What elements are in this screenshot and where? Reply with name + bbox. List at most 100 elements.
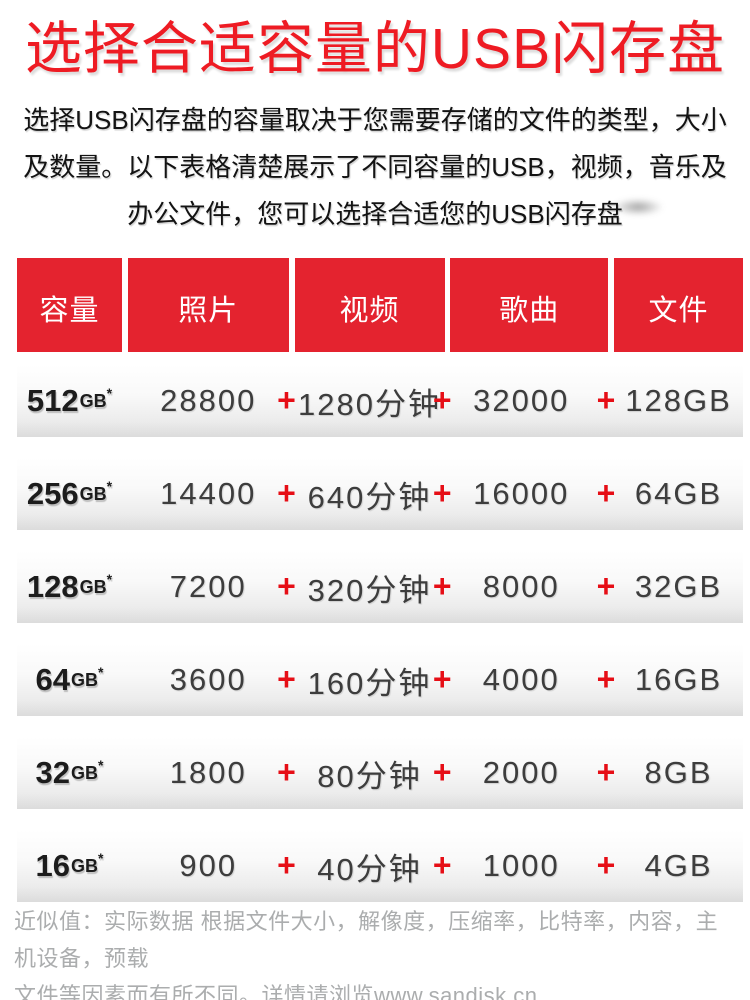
- files-cell: +32GB: [597, 551, 743, 623]
- video-cell: +320分钟: [277, 551, 445, 623]
- table-row: 256 GB * 14400 +640分钟 +16000 +64GB: [17, 458, 743, 530]
- plus-sign: +: [596, 753, 616, 790]
- files-value: 16GB: [634, 662, 723, 697]
- photos-value: 7200: [169, 569, 247, 604]
- intro-line-1: 选择USB闪存盘的容量取决于您需要存储的文件的类型，大小: [23, 105, 727, 135]
- files-value: 32GB: [634, 569, 723, 604]
- capacity-number: 16: [35, 848, 71, 883]
- plus-sign: +: [277, 567, 296, 604]
- header-photos: 照片: [127, 258, 289, 352]
- plus-sign: +: [432, 567, 452, 604]
- songs-cell: +1000: [433, 830, 608, 902]
- files-value: 4GB: [644, 848, 713, 883]
- capacity-cell: 256 GB *: [17, 458, 122, 530]
- header-files: 文件: [614, 258, 743, 352]
- capacity-cell: 128 GB *: [17, 551, 122, 623]
- photos-value: 1800: [169, 755, 247, 790]
- capacity-unit: GB: [71, 762, 99, 783]
- songs-value: 32000: [473, 383, 570, 418]
- songs-value: 4000: [482, 662, 560, 697]
- capacity-asterisk: *: [98, 757, 104, 773]
- plus-sign: +: [596, 381, 616, 418]
- capacity-cell: 64 GB *: [17, 644, 122, 716]
- video-cell: +80分钟: [277, 737, 445, 809]
- capacity-number: 64: [35, 662, 71, 697]
- video-value: 160分钟: [307, 665, 432, 701]
- files-value: 64GB: [634, 476, 723, 511]
- songs-value: 16000: [473, 476, 570, 511]
- photos-value: 28800: [160, 383, 257, 418]
- songs-value: 1000: [482, 848, 560, 883]
- capacity-cell: 512 GB *: [17, 365, 122, 437]
- video-value: 40分钟: [317, 851, 422, 887]
- table-header-row: 容量 照片 视频 歌曲 文件: [17, 258, 743, 352]
- plus-sign: +: [596, 474, 616, 511]
- capacity-unit: GB: [79, 483, 107, 504]
- files-value: 8GB: [644, 755, 713, 790]
- files-cell: +128GB: [597, 365, 743, 437]
- plus-sign: +: [277, 474, 296, 511]
- plus-sign: +: [277, 381, 296, 418]
- capacity-asterisk: *: [106, 571, 113, 587]
- capacity-cell: 16 GB *: [17, 830, 122, 902]
- songs-cell: +2000: [433, 737, 608, 809]
- songs-cell: +8000: [433, 551, 608, 623]
- plus-sign: +: [277, 753, 296, 790]
- plus-sign: +: [277, 660, 296, 697]
- video-cell: +40分钟: [277, 830, 445, 902]
- capacity-unit: GB: [71, 855, 99, 876]
- footnote-line-2: 文件等因素而有所不同。详情请浏览www.sandisk.cn: [14, 983, 538, 1000]
- video-value: 320分钟: [307, 572, 432, 608]
- plus-sign: +: [432, 660, 452, 697]
- page-title: 选择合适容量的USB闪存盘: [24, 17, 726, 81]
- shadow-artifact: [608, 197, 668, 217]
- table-row: 32 GB * 1800 +80分钟 +2000 +8GB: [17, 737, 743, 809]
- header-capacity: 容量: [17, 258, 122, 352]
- capacity-unit: GB: [79, 576, 107, 597]
- capacity-unit: GB: [79, 390, 107, 411]
- video-cell: +640分钟: [277, 458, 445, 530]
- video-value: 80分钟: [317, 758, 422, 794]
- plus-sign: +: [432, 753, 452, 790]
- files-cell: +16GB: [597, 644, 743, 716]
- capacity-asterisk: *: [98, 850, 104, 866]
- footnote: 近似值：实际数据 根据文件大小，解像度，压缩率，比特率，内容，主机设备，预载 文…: [14, 903, 738, 1000]
- files-value: 128GB: [625, 383, 732, 418]
- video-value: 1280分钟: [298, 386, 441, 422]
- capacity-number: 256: [26, 476, 79, 511]
- footnote-line-1: 近似值：实际数据 根据文件大小，解像度，压缩率，比特率，内容，主机设备，预载: [14, 909, 719, 971]
- table-row: 512 GB * 28800 +1280分钟 +32000 +128GB: [17, 365, 743, 437]
- photos-value: 900: [179, 848, 238, 883]
- table-row: 16 GB * 900 +40分钟 +1000 +4GB: [17, 830, 743, 902]
- photos-value: 14400: [160, 476, 257, 511]
- intro-line-3: 办公文件，您可以选择合适您的USB闪存盘: [127, 199, 623, 229]
- songs-cell: +4000: [433, 644, 608, 716]
- capacity-number: 512: [26, 383, 79, 418]
- table-row: 128 GB * 7200 +320分钟 +8000 +32GB: [17, 551, 743, 623]
- plus-sign: +: [596, 846, 616, 883]
- video-cell: +160分钟: [277, 644, 445, 716]
- songs-value: 8000: [482, 569, 560, 604]
- capacity-number: 128: [26, 569, 79, 604]
- capacity-asterisk: *: [106, 478, 113, 494]
- plus-sign: +: [432, 846, 452, 883]
- intro-paragraph: 选择USB闪存盘的容量取决于您需要存储的文件的类型，大小 及数量。以下表格清楚展…: [0, 97, 750, 238]
- songs-value: 2000: [482, 755, 560, 790]
- plus-sign: +: [432, 381, 452, 418]
- files-cell: +64GB: [597, 458, 743, 530]
- plus-sign: +: [432, 474, 452, 511]
- header-video: 视频: [294, 258, 445, 352]
- video-value: 640分钟: [307, 479, 432, 515]
- files-cell: +4GB: [597, 830, 743, 902]
- capacity-asterisk: *: [98, 664, 104, 680]
- capacity-cell: 32 GB *: [17, 737, 122, 809]
- plus-sign: +: [277, 846, 296, 883]
- intro-line-2: 及数量。以下表格清楚展示了不同容量的USB，视频，音乐及: [23, 152, 727, 182]
- capacity-asterisk: *: [106, 385, 113, 401]
- header-songs: 歌曲: [450, 258, 609, 352]
- plus-sign: +: [596, 567, 616, 604]
- capacity-unit: GB: [71, 669, 99, 690]
- songs-cell: +16000: [433, 458, 608, 530]
- table-row: 64 GB * 3600 +160分钟 +4000 +16GB: [17, 644, 743, 716]
